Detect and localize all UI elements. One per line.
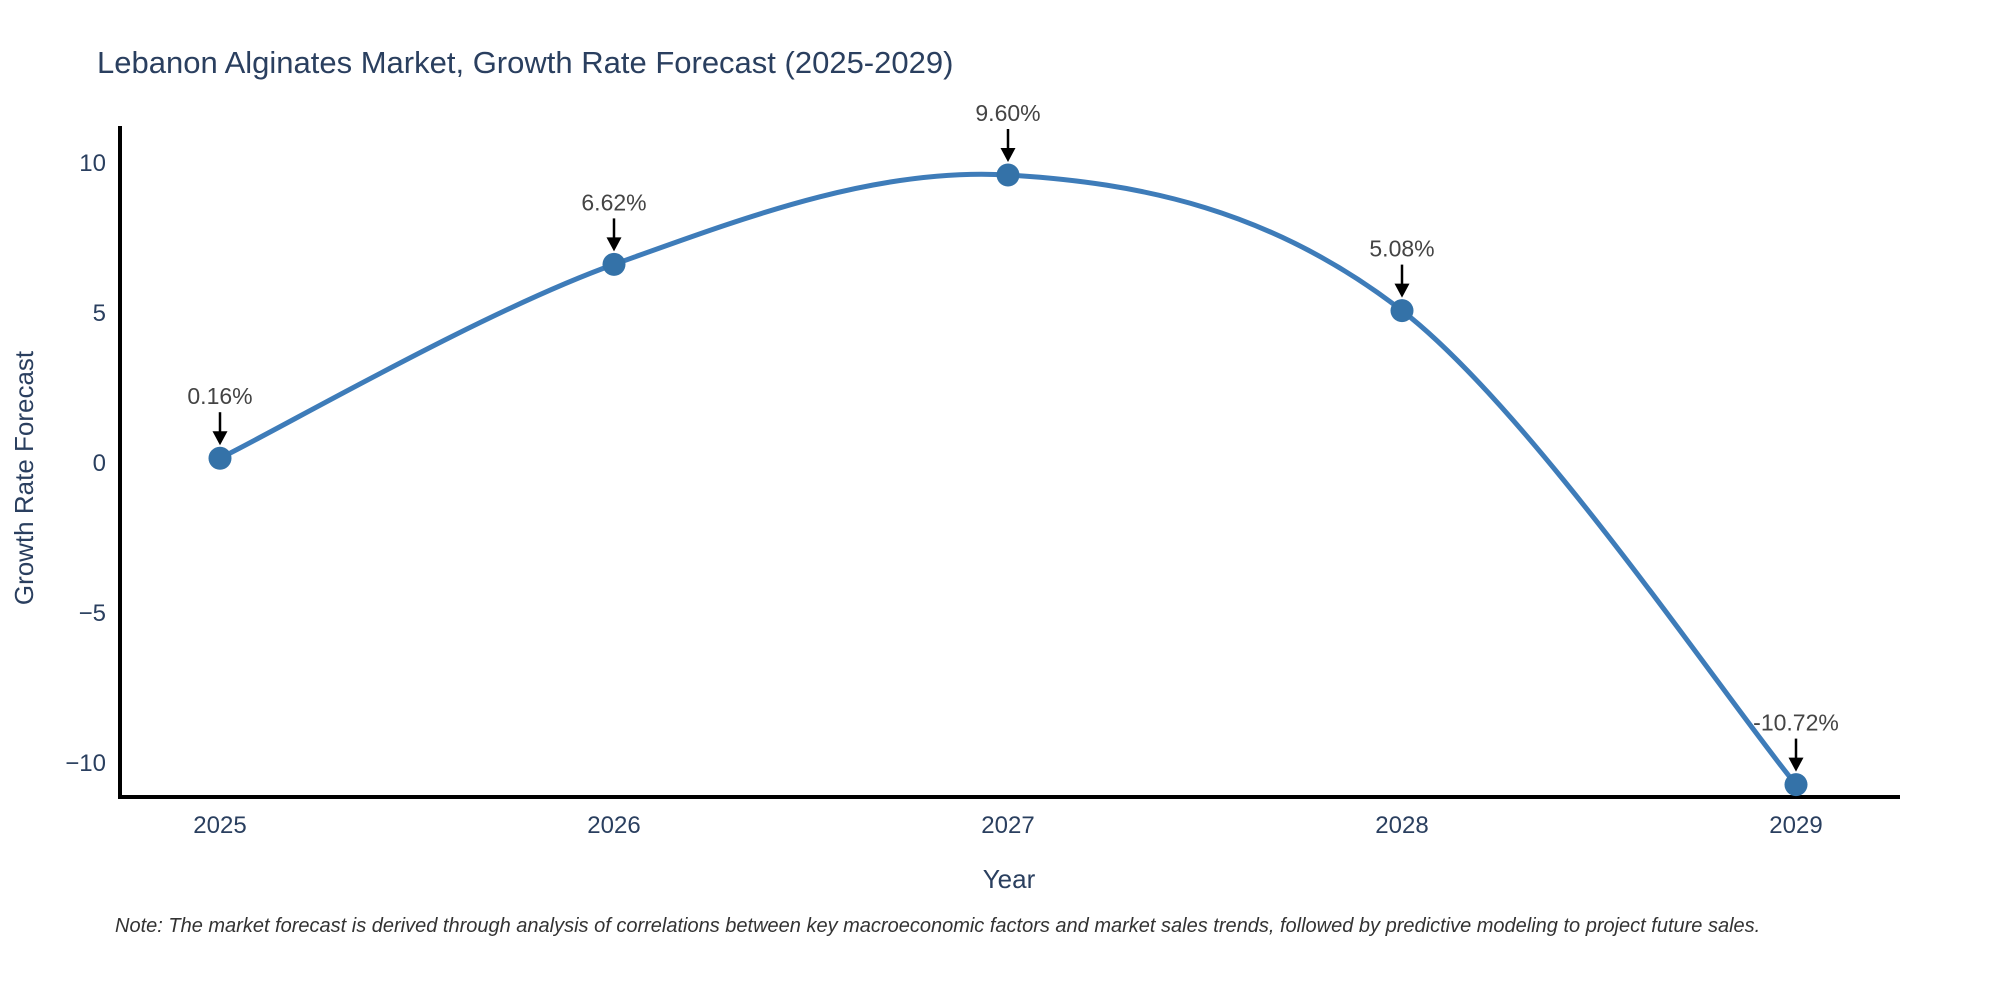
data-point-marker[interactable]	[1390, 299, 1414, 323]
data-point-label: 9.60%	[975, 100, 1040, 126]
data-point-label: 5.08%	[1369, 236, 1434, 262]
chart-title: Lebanon Alginates Market, Growth Rate Fo…	[97, 45, 953, 80]
series-line-group	[217, 171, 1799, 788]
y-tick-label: −10	[65, 750, 106, 777]
annotation-arrowhead	[1788, 757, 1804, 772]
y-axis-ticks: 10 5 0 −5 −10	[65, 150, 106, 777]
y-tick-label: 10	[79, 150, 106, 177]
annotation-arrowhead	[1394, 283, 1410, 298]
plot-area[interactable]	[120, 126, 1900, 799]
annotation-arrowhead	[1000, 148, 1016, 162]
series-line	[217, 171, 1799, 788]
data-point-marker[interactable]	[996, 163, 1020, 187]
x-tick-label: 2029	[1769, 812, 1822, 839]
x-tick-label: 2026	[587, 812, 640, 839]
x-tick-label: 2027	[981, 812, 1034, 839]
data-point-marker[interactable]	[602, 252, 626, 276]
x-axis-title: Year	[983, 864, 1036, 894]
y-axis-title: Growth Rate Forecast	[9, 350, 39, 605]
data-point-markers	[208, 163, 1808, 797]
x-axis-ticks: 2025 2026 2027 2028 2029	[193, 812, 1822, 839]
x-tick-label: 2025	[193, 812, 246, 839]
data-point-marker[interactable]	[208, 446, 232, 470]
point-annotations: 0.16% 6.62% 9.60% 5.08% -10.72%	[187, 100, 1839, 772]
footnote: Note: The market forecast is derived thr…	[115, 915, 1760, 937]
data-point-label: -10.72%	[1753, 710, 1839, 736]
x-tick-label: 2028	[1375, 812, 1428, 839]
annotation-arrowhead	[606, 237, 622, 252]
y-tick-label: 5	[93, 300, 106, 327]
data-point-marker[interactable]	[1784, 773, 1808, 797]
data-point-label: 0.16%	[187, 383, 252, 409]
y-tick-label: −5	[79, 600, 106, 627]
annotation-arrowhead	[212, 431, 228, 446]
y-tick-label: 0	[93, 450, 106, 477]
data-point-label: 6.62%	[581, 189, 646, 215]
